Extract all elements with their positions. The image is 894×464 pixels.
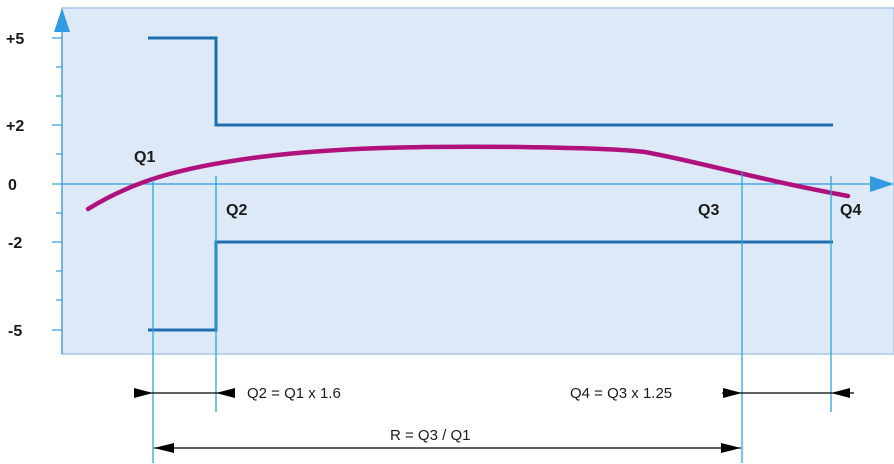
upper-limit-step [148, 36, 833, 127]
y-tick-label-plus5: +5 [6, 31, 24, 48]
plot-panel [61, 7, 894, 355]
q4-formula: Q4 = Q3 x 1.25 [570, 385, 672, 402]
q3-label: Q3 [698, 202, 719, 219]
y-tick-label-zero: 0 [8, 177, 17, 194]
x-axis-arrow-icon [870, 176, 894, 192]
arrow-left-icon [216, 388, 235, 398]
arrow-right-icon [134, 388, 153, 398]
arrow-left-icon [831, 388, 850, 398]
y-tick-label-plus2: +2 [6, 118, 24, 135]
q4-label: Q4 [840, 202, 861, 219]
marker-lines [152, 172, 832, 463]
arrow-right-icon [723, 388, 742, 398]
response-curve [85, 144, 851, 212]
y-axis-ticks [52, 37, 62, 331]
q2-label: Q2 [226, 202, 247, 219]
y-tick-label-minus5: -5 [8, 323, 22, 340]
q1-label: Q1 [134, 149, 155, 166]
r-formula: R = Q3 / Q1 [390, 427, 470, 444]
arrow-right-icon [721, 443, 741, 453]
q2-formula: Q2 = Q1 x 1.6 [247, 385, 341, 402]
y-tick-label-minus2: -2 [8, 235, 22, 252]
arrow-left-icon [154, 443, 174, 453]
y-axis-arrow-icon [54, 8, 70, 32]
